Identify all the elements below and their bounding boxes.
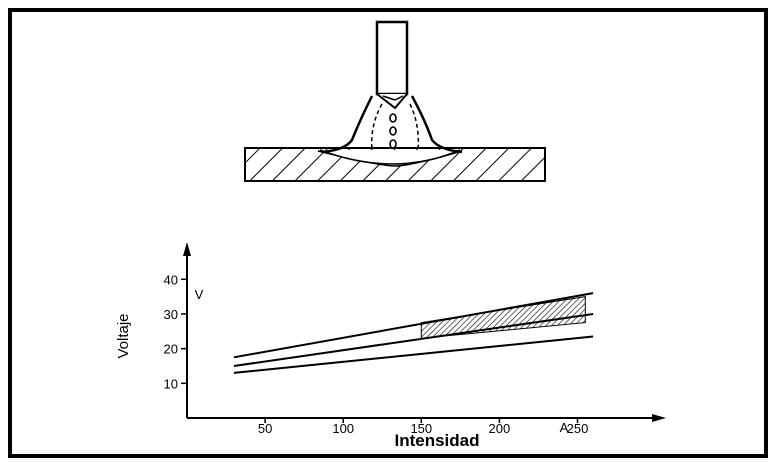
metal-droplet	[389, 139, 397, 149]
metal-droplet	[389, 126, 397, 136]
arc-outline-right	[410, 95, 463, 154]
series-line-2	[233, 313, 594, 367]
voltage-current-chart: 10 20 30 40 50 100 150 200 250 Voltaje V Intens…	[115, 242, 666, 450]
y-tick-label: 10	[164, 376, 178, 391]
shaded-operating-region	[420, 296, 586, 339]
x-unit-label: A	[560, 420, 569, 435]
x-tick-label: 50	[258, 421, 272, 436]
arc-inner-left	[370, 103, 383, 151]
series-line-1	[233, 292, 594, 359]
x-axis-label: Intensidad	[394, 431, 479, 450]
y-unit-label: V	[195, 287, 204, 302]
x-axis-arrow	[652, 414, 666, 422]
y-tick-label: 30	[164, 307, 178, 322]
arc-inner-right	[409, 103, 420, 151]
y-tick-label: 20	[164, 342, 178, 357]
electrode-rod	[375, 20, 409, 96]
x-tick-label: 150	[410, 421, 432, 436]
x-tick-label: 200	[489, 421, 511, 436]
figure-frame	[8, 8, 768, 458]
weld-bead	[319, 149, 461, 165]
welding-illustration	[244, 20, 546, 182]
y-tick-label: 40	[164, 272, 178, 287]
y-axis-arrow	[183, 242, 191, 256]
x-tick-label: 250	[567, 421, 589, 436]
series-line-3	[233, 335, 594, 374]
x-tick-label: 100	[332, 421, 354, 436]
arc-outline-left	[321, 95, 374, 154]
y-axis-label: Voltaje	[115, 313, 132, 358]
metal-droplet	[389, 113, 397, 123]
